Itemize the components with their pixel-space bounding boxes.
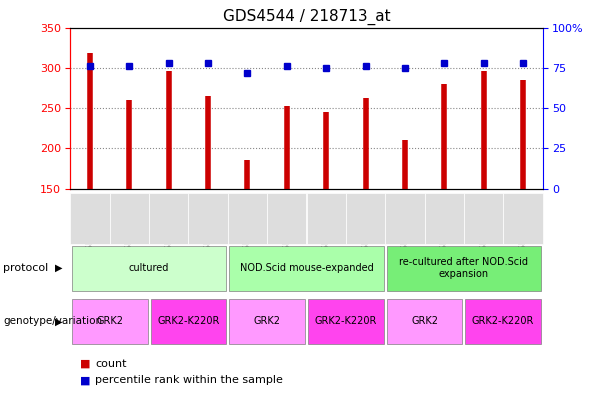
Text: genotype/variation: genotype/variation (3, 316, 102, 326)
FancyBboxPatch shape (387, 299, 462, 344)
Text: NOD.Scid mouse-expanded: NOD.Scid mouse-expanded (240, 263, 373, 273)
Text: GSM1049717: GSM1049717 (440, 195, 449, 256)
Text: GSM1049714: GSM1049714 (164, 195, 173, 255)
FancyBboxPatch shape (72, 299, 148, 344)
Text: count: count (95, 358, 126, 369)
Text: GSM1049715: GSM1049715 (204, 195, 213, 256)
Text: GRK2-K220R: GRK2-K220R (158, 316, 219, 326)
Text: GSM1049719: GSM1049719 (519, 195, 527, 256)
FancyBboxPatch shape (72, 246, 226, 291)
Text: ▶: ▶ (55, 316, 63, 326)
Text: GSM1049718: GSM1049718 (479, 195, 488, 256)
Text: GSM1049713: GSM1049713 (125, 195, 134, 256)
FancyBboxPatch shape (229, 299, 305, 344)
Text: re-cultured after NOD.Scid
expansion: re-cultured after NOD.Scid expansion (399, 257, 528, 279)
FancyBboxPatch shape (465, 299, 541, 344)
FancyBboxPatch shape (151, 299, 226, 344)
Text: GRK2-K220R: GRK2-K220R (472, 316, 535, 326)
Text: percentile rank within the sample: percentile rank within the sample (95, 375, 283, 386)
FancyBboxPatch shape (229, 246, 384, 291)
Text: GRK2-K220R: GRK2-K220R (314, 316, 377, 326)
Text: ■: ■ (80, 358, 90, 369)
Text: GSM1049712: GSM1049712 (86, 195, 94, 255)
Text: GRK2: GRK2 (96, 316, 123, 326)
Text: GSM1049716: GSM1049716 (400, 195, 409, 256)
FancyBboxPatch shape (387, 246, 541, 291)
Text: GSM1049710: GSM1049710 (322, 195, 330, 256)
Text: cultured: cultured (129, 263, 169, 273)
FancyBboxPatch shape (308, 299, 384, 344)
Text: ▶: ▶ (55, 263, 63, 273)
Text: protocol: protocol (3, 263, 48, 273)
Text: ■: ■ (80, 375, 90, 386)
Text: GSM1049709: GSM1049709 (283, 195, 291, 256)
Title: GDS4544 / 218713_at: GDS4544 / 218713_at (223, 9, 390, 25)
Text: GRK2: GRK2 (254, 316, 281, 326)
Text: GRK2: GRK2 (411, 316, 438, 326)
Text: GSM1049711: GSM1049711 (361, 195, 370, 256)
Text: GSM1049708: GSM1049708 (243, 195, 252, 256)
